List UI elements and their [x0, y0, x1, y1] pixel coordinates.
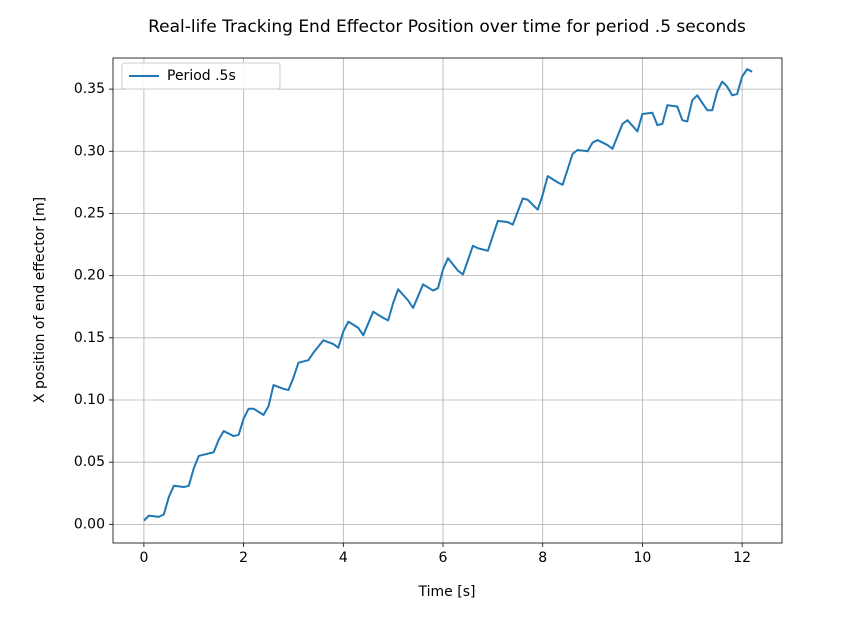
y-tick-label: 0.15	[74, 330, 105, 346]
legend: Period .5s	[121, 62, 281, 90]
x-tick-label: 12	[733, 550, 751, 566]
y-axis-label: X position of end effector [m]	[32, 197, 48, 403]
y-tick-label: 0.20	[74, 268, 105, 284]
legend-box	[121, 62, 281, 90]
x-tick-label: 0	[139, 550, 148, 566]
data-line	[143, 68, 753, 522]
y-tick-label: 0.30	[74, 143, 105, 159]
y-tick-label: 0.25	[74, 205, 105, 221]
x-tick-label: 10	[634, 550, 652, 566]
x-tick-label: 8	[538, 550, 547, 566]
x-tick-label: 4	[339, 550, 348, 566]
plot-frame	[112, 57, 783, 544]
y-tick-label: 0.10	[74, 392, 105, 408]
x-tick-label: 2	[239, 550, 248, 566]
x-axis-label: Time [s]	[418, 584, 476, 600]
legend-label: Period .5s	[167, 68, 236, 84]
y-tick-label: 0.05	[74, 454, 105, 470]
y-tick-label: 0.35	[74, 81, 105, 97]
chart-title: Real-life Tracking End Effector Position…	[148, 17, 746, 37]
y-tick-label: 0.00	[74, 516, 105, 532]
x-tick-label: 6	[439, 550, 448, 566]
